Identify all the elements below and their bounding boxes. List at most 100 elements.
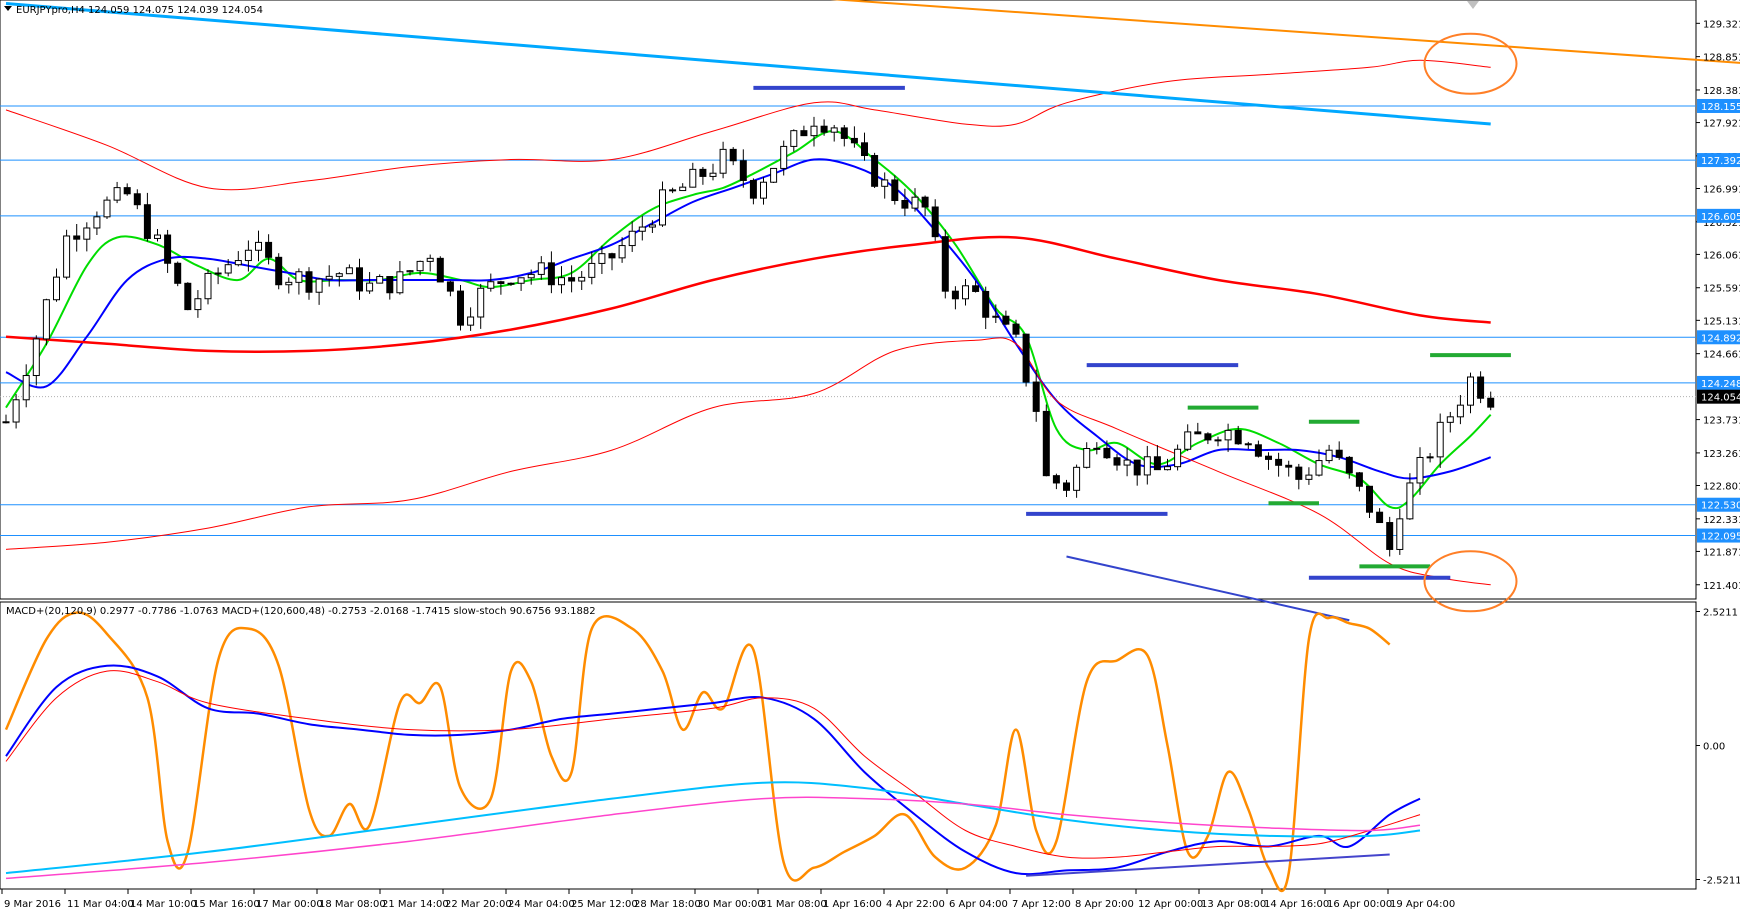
MACD-fast-line	[5, 664, 1421, 876]
price-tick-label: 128.381	[1703, 86, 1740, 97]
candle-body	[133, 193, 141, 206]
candle-body	[416, 260, 424, 272]
candle-body	[1052, 475, 1060, 484]
descending-channel-line	[5, 2, 1491, 126]
candle-body	[749, 179, 757, 199]
dropdown-triangle-icon[interactable]	[4, 6, 12, 11]
price-tick-label: 126.991	[1703, 184, 1740, 195]
price-tick-label: 124.661	[1703, 350, 1740, 361]
candle-body	[497, 281, 505, 284]
candle-body	[446, 281, 454, 292]
slow-stoch-line	[4, 611, 1391, 892]
candle-body	[1174, 448, 1182, 468]
candle-body	[426, 257, 434, 262]
candle-body	[477, 287, 485, 318]
candle-body	[1275, 458, 1283, 466]
candle-body	[1467, 376, 1474, 406]
candle-body	[881, 179, 889, 187]
candle-body	[315, 278, 323, 293]
indicator-tick-label: 0.00	[1703, 742, 1725, 753]
indicator-tick-label: 2.5211	[1703, 608, 1738, 619]
candle-body	[992, 315, 1000, 318]
time-label: 12 Apr 00:00	[1138, 899, 1203, 910]
candle-body	[871, 155, 879, 187]
candle-body	[386, 276, 394, 294]
candle-body	[22, 375, 30, 401]
candle-body	[1305, 474, 1313, 480]
candle-body	[204, 272, 212, 300]
divergence-line	[1066, 555, 1350, 622]
indicator-tick-label: -2.5211	[1703, 875, 1740, 886]
candle-body	[598, 253, 606, 264]
candle-body	[568, 277, 576, 282]
candle-body	[1093, 447, 1101, 450]
candle-body	[1164, 466, 1171, 471]
candle-body	[174, 262, 182, 284]
candle-body	[608, 253, 616, 259]
candle-body	[729, 148, 737, 162]
chart-shift-marker-icon[interactable]	[1467, 1, 1479, 9]
price-tick-label: 121.871	[1703, 547, 1740, 558]
candle-body	[32, 338, 40, 377]
price-tick-label: 127.921	[1703, 119, 1740, 130]
candle-body	[1295, 466, 1303, 480]
candle-body	[699, 168, 707, 177]
candle-body	[1113, 457, 1121, 466]
lower-band	[5, 337, 1491, 586]
price-axis: 129.321128.851128.381127.921127.451126.9…	[1696, 19, 1740, 592]
candle-body	[255, 241, 262, 251]
candle-body	[103, 199, 111, 218]
candle-body	[224, 264, 232, 274]
candle-body	[1032, 381, 1040, 412]
price-tick-label: 125.591	[1703, 284, 1740, 295]
level-price-box	[1697, 497, 1740, 512]
candle-body	[1234, 429, 1242, 445]
candle-body	[941, 236, 949, 292]
candle-body	[618, 245, 626, 259]
candle-body	[972, 285, 980, 292]
candle-body	[154, 234, 161, 239]
candle-body	[911, 196, 919, 209]
candle-body	[770, 167, 778, 183]
price-tick-label: 122.801	[1703, 482, 1740, 493]
MACD-slow-line	[5, 781, 1421, 875]
candle-body	[335, 273, 343, 277]
candle-body	[1436, 421, 1444, 458]
time-label: 25 Mar 12:00	[571, 899, 638, 910]
indicator-axis: 2.5211 0.00 -2.5211	[1696, 608, 1740, 886]
candle-body	[83, 227, 91, 240]
level-price-label: 127.392	[1701, 156, 1740, 167]
indicator-panel[interactable]	[0, 601, 1697, 890]
chart-header: EURJPYpro,H4 124.059 124.075 124.039 124…	[4, 5, 263, 16]
candle-body	[850, 137, 858, 144]
signal-fast-line	[5, 670, 1421, 859]
candle-body	[1366, 485, 1373, 513]
candle-body	[1406, 482, 1414, 520]
candle-body	[962, 285, 969, 300]
time-label: 4 Apr 22:00	[886, 899, 945, 910]
time-label: 31 Mar 08:00	[760, 899, 827, 910]
candle-body	[659, 189, 666, 226]
time-label: 6 Apr 04:00	[949, 899, 1008, 910]
candle-body	[840, 127, 848, 139]
candle-body	[588, 262, 596, 278]
long-moving-average	[5, 235, 1491, 354]
candle-body	[1022, 333, 1030, 383]
signal-slow-line	[5, 796, 1421, 880]
candle-body	[1396, 518, 1404, 550]
candle-body	[366, 282, 374, 292]
price-tick-label: 122.331	[1703, 515, 1740, 526]
candle-body	[63, 235, 71, 278]
candle-body	[123, 187, 131, 195]
time-label: 11 Mar 04:00	[67, 899, 134, 910]
candle-body	[507, 282, 515, 285]
candle-body	[1456, 404, 1464, 418]
candlestick-series	[2, 116, 1495, 557]
candle-body	[638, 226, 646, 232]
price-tick-label: 128.851	[1703, 53, 1740, 64]
level-price-box	[1697, 330, 1740, 345]
candle-body	[1002, 315, 1010, 325]
candle-body	[285, 281, 293, 286]
candle-body	[547, 262, 555, 286]
